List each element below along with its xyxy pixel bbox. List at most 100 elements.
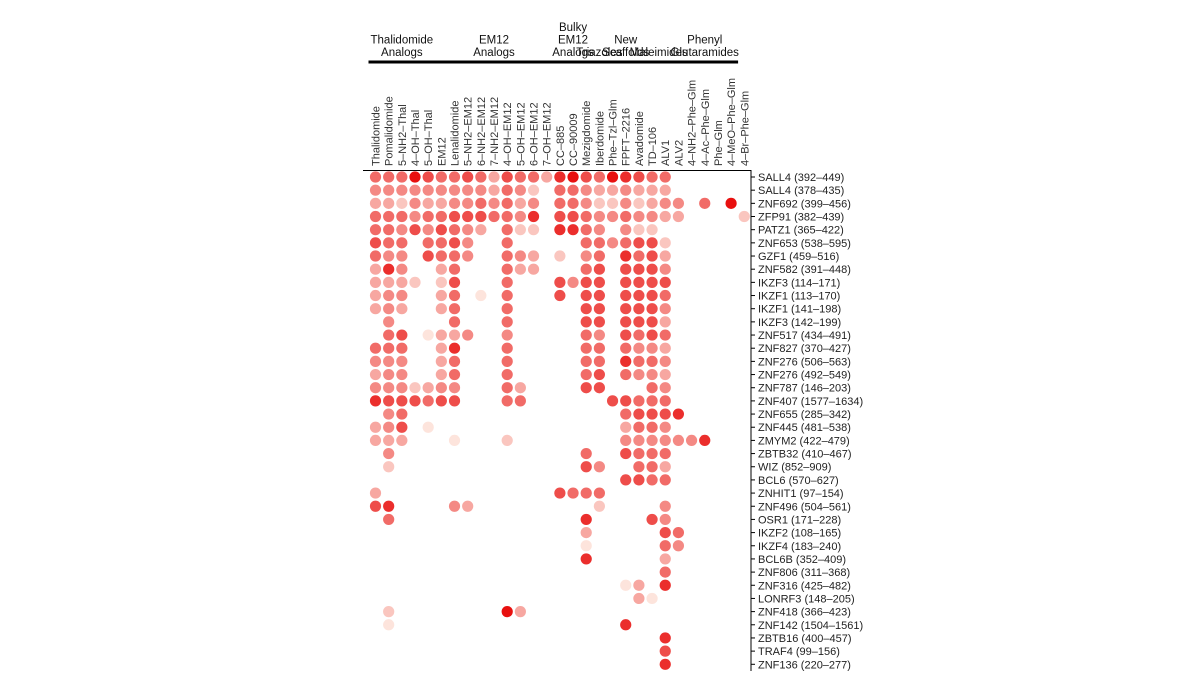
row-label: TRAF4 (99–156) [758, 646, 840, 658]
heat-dot [396, 184, 408, 196]
heat-dot [422, 210, 434, 223]
heat-dot [396, 355, 408, 367]
heat-dot [369, 434, 382, 446]
heat-dot [501, 197, 513, 209]
heat-dot [383, 197, 395, 209]
heat-dot [409, 210, 421, 223]
heat-dot [646, 224, 658, 236]
heat-dot [409, 382, 421, 394]
heat-dot [593, 210, 605, 223]
heat-dot [396, 210, 408, 223]
heat-dot [462, 250, 474, 262]
heat-dot [554, 487, 566, 499]
heat-dot [659, 171, 671, 183]
row-label: ZNF445 (481–538) [758, 422, 851, 434]
heat-dot [646, 197, 658, 209]
heat-dot [475, 197, 487, 209]
heat-dot [659, 289, 671, 302]
row-label: ZNF827 (370–427) [758, 343, 851, 355]
heat-dot [659, 368, 671, 381]
heat-dot [580, 487, 592, 499]
heat-dot [633, 368, 645, 381]
heat-dot [646, 474, 658, 486]
heat-dot [606, 171, 619, 183]
heat-dot [659, 210, 671, 223]
heat-dot [633, 579, 645, 591]
row-label: OSR1 (171–228) [758, 514, 841, 526]
heat-dot [448, 355, 461, 367]
heat-dot [554, 250, 566, 262]
heat-dot [580, 447, 592, 460]
compound-label: 5–NH2–EM12 [463, 97, 475, 166]
row-label: ZFP91 (382–439) [758, 212, 844, 224]
row-label: ZNF276 (506–563) [758, 356, 851, 368]
heat-dot [462, 197, 474, 209]
row-label: ZNF787 (146–203) [758, 383, 851, 395]
heat-dot [488, 210, 500, 223]
heat-dot [435, 210, 447, 223]
heat-dot [659, 579, 671, 591]
heat-dot [422, 171, 434, 183]
heat-dot [462, 500, 474, 512]
heat-dot [448, 276, 461, 288]
heat-dot [383, 316, 395, 328]
heat-dot [488, 171, 500, 183]
heat-dot [646, 342, 658, 354]
heat-dot [606, 237, 619, 249]
heat-dot [620, 408, 632, 420]
heat-dot [554, 224, 566, 236]
compound-label: 4–OH–EM12 [502, 102, 514, 166]
compound-label: Lenalidomide [450, 101, 462, 166]
heat-dot [633, 421, 645, 433]
heat-dot [633, 237, 645, 249]
heat-dot [554, 210, 566, 223]
heat-dot [409, 184, 421, 196]
heat-dot [672, 434, 685, 446]
heat-dot [435, 303, 447, 315]
heat-dot [593, 184, 605, 196]
heat-dot [646, 184, 658, 196]
heat-dot [396, 289, 408, 302]
heat-dot [580, 316, 592, 328]
heat-dot [620, 210, 632, 223]
heat-dot [514, 382, 526, 394]
heat-dot [435, 355, 447, 367]
heat-dot [527, 210, 540, 223]
row-label: IKZF1 (141–198) [758, 304, 841, 316]
heat-dot [369, 171, 382, 183]
heat-dot [567, 171, 579, 183]
heat-dot [448, 224, 461, 236]
row-label: ZMYM2 (422–479) [758, 435, 850, 447]
compound-label: 4–NH2–Phe–Glm [687, 80, 699, 166]
heat-dot [659, 237, 671, 249]
heat-dot [620, 250, 632, 262]
heat-dot [659, 395, 671, 407]
heat-dot [633, 461, 645, 473]
heat-dot [593, 368, 605, 381]
heat-dot [448, 263, 461, 275]
heat-dot [448, 342, 461, 354]
heat-dot [501, 434, 513, 446]
heat-dot [646, 210, 658, 223]
heat-dot [383, 171, 395, 183]
heat-dot [462, 224, 474, 236]
heat-dot [369, 237, 382, 249]
heat-dot [501, 382, 513, 394]
heat-dot [659, 474, 671, 486]
compound-label: Phe–Tzl–Glm [608, 99, 620, 166]
heat-dot [620, 421, 632, 433]
group-label: EM12 [479, 35, 509, 47]
heat-dot [593, 263, 605, 275]
heat-dot [383, 250, 395, 262]
heat-dot [396, 250, 408, 262]
heat-dot [554, 184, 566, 196]
row-label: ZNF582 (391–448) [758, 264, 851, 276]
heat-dot [580, 540, 592, 552]
heat-dot [462, 329, 474, 341]
heat-dot [620, 276, 632, 288]
row-label: IKZF4 (183–240) [758, 541, 841, 553]
heat-dot [606, 197, 619, 209]
heat-dot [646, 303, 658, 315]
row-label: ZBTB16 (400–457) [758, 633, 852, 645]
heat-dot [448, 368, 461, 381]
